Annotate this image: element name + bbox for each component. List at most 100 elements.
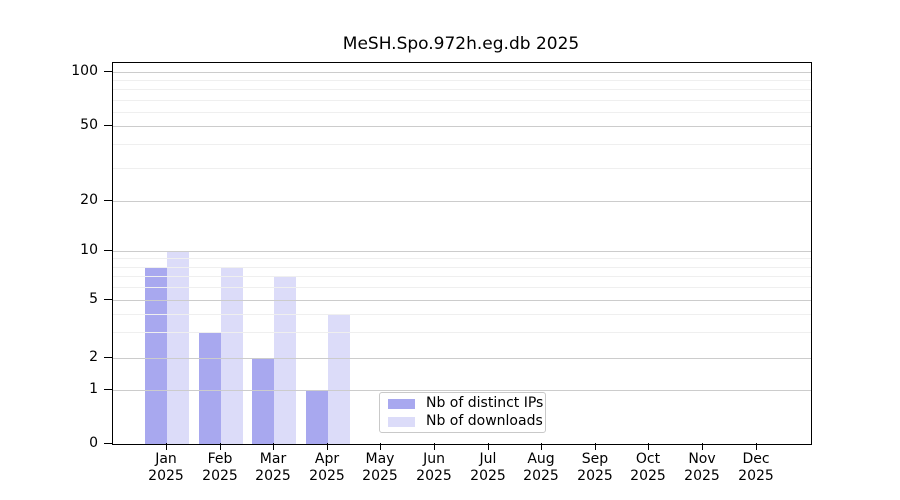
year-label: 2025 — [738, 468, 774, 484]
minor-gridline — [113, 89, 811, 90]
y-tick — [104, 299, 112, 300]
x-tick-label-feb: Feb 2025 — [188, 451, 252, 485]
x-tick-label-jun: Jun 2025 — [402, 451, 466, 485]
bar-nb-of-distinct-ips-feb — [198, 332, 221, 444]
minor-gridline — [113, 276, 811, 277]
bar-nb-of-distinct-ips-mar — [252, 358, 275, 444]
minor-gridline — [113, 168, 811, 169]
month-label: May — [365, 451, 395, 467]
x-tick — [273, 443, 274, 450]
y-tick-label: 1 — [89, 381, 98, 397]
month-label: Jan — [155, 451, 177, 467]
y-tick-label: 2 — [89, 349, 98, 365]
x-tick-label-mar: Mar 2025 — [241, 451, 305, 485]
month-label: Mar — [259, 451, 287, 467]
y-tick — [104, 200, 112, 201]
x-tick — [327, 443, 328, 450]
x-tick-label-dec: Dec 2025 — [724, 451, 788, 485]
year-label: 2025 — [202, 468, 238, 484]
major-gridline — [113, 390, 811, 391]
bar-nb-of-downloads-feb — [220, 266, 243, 444]
minor-gridline — [113, 258, 811, 259]
year-label: 2025 — [309, 468, 345, 484]
minor-gridline — [113, 112, 811, 113]
x-tick — [220, 443, 221, 450]
year-label: 2025 — [630, 468, 666, 484]
y-tick — [104, 125, 112, 126]
bar-nb-of-distinct-ips-apr — [305, 390, 328, 444]
month-label: Aug — [527, 451, 555, 467]
y-tick — [104, 71, 112, 72]
major-gridline — [113, 201, 811, 202]
x-tick-label-apr: Apr 2025 — [295, 451, 359, 485]
year-label: 2025 — [148, 468, 184, 484]
plot-area — [112, 62, 812, 445]
month-label: Sep — [581, 451, 609, 467]
bar-nb-of-downloads-apr — [327, 314, 350, 444]
x-tick — [488, 443, 489, 450]
legend-item-distinct-ips: Nb of distinct IPs — [388, 396, 545, 411]
x-tick — [380, 443, 381, 450]
x-tick-label-jan: Jan 2025 — [134, 451, 198, 485]
x-tick — [702, 443, 703, 450]
x-tick — [595, 443, 596, 450]
x-tick — [166, 443, 167, 450]
x-tick — [541, 443, 542, 450]
x-tick — [648, 443, 649, 450]
y-tick — [104, 389, 112, 390]
minor-gridline — [113, 314, 811, 315]
y-tick — [104, 443, 112, 444]
year-label: 2025 — [255, 468, 291, 484]
major-gridline — [113, 126, 811, 127]
legend-swatch-distinct-ips — [388, 398, 415, 409]
chart-title: MeSH.Spo.972h.eg.db 2025 — [342, 34, 580, 54]
legend-label-downloads: Nb of downloads — [426, 413, 543, 429]
month-label: Nov — [688, 451, 716, 467]
year-label: 2025 — [362, 468, 398, 484]
y-tick-label: 20 — [80, 192, 98, 208]
legend-swatch-downloads — [388, 416, 415, 427]
legend-item-downloads: Nb of downloads — [388, 414, 545, 429]
x-tick-label-sep: Sep 2025 — [563, 451, 627, 485]
major-gridline — [113, 358, 811, 359]
y-tick-label: 0 — [89, 435, 98, 451]
year-label: 2025 — [470, 468, 506, 484]
bar-nb-of-downloads-mar — [274, 276, 297, 444]
month-label: Feb — [207, 451, 233, 467]
minor-gridline — [113, 267, 811, 268]
major-gridline — [113, 251, 811, 252]
major-gridline — [113, 300, 811, 301]
x-tick-label-may: May 2025 — [348, 451, 412, 485]
legend-label-distinct-ips: Nb of distinct IPs — [426, 395, 544, 411]
y-tick-label: 5 — [89, 291, 98, 307]
legend: Nb of distinct IPs Nb of downloads — [379, 392, 546, 433]
x-tick-label-aug: Aug 2025 — [509, 451, 573, 485]
y-tick — [104, 250, 112, 251]
bar-nb-of-distinct-ips-jan — [145, 266, 167, 444]
x-tick — [434, 443, 435, 450]
minor-gridline — [113, 144, 811, 145]
year-label: 2025 — [416, 468, 452, 484]
month-label: Apr — [314, 451, 340, 467]
x-tick-label-jul: Jul 2025 — [456, 451, 520, 485]
year-label: 2025 — [684, 468, 720, 484]
y-tick — [104, 357, 112, 358]
month-label: Jun — [423, 451, 445, 467]
minor-gridline — [113, 332, 811, 333]
x-tick-label-nov: Nov 2025 — [670, 451, 734, 485]
minor-gridline — [113, 100, 811, 101]
x-tick — [756, 443, 757, 450]
y-tick-label: 100 — [71, 63, 98, 79]
y-tick-label: 10 — [80, 242, 98, 258]
month-label: Oct — [635, 451, 661, 467]
y-tick-label: 50 — [80, 117, 98, 133]
major-gridline — [113, 72, 811, 73]
month-label: Dec — [742, 451, 770, 467]
year-label: 2025 — [523, 468, 559, 484]
bar-nb-of-downloads-jan — [167, 251, 189, 444]
month-label: Jul — [479, 451, 497, 467]
year-label: 2025 — [577, 468, 613, 484]
minor-gridline — [113, 80, 811, 81]
minor-gridline — [113, 287, 811, 288]
